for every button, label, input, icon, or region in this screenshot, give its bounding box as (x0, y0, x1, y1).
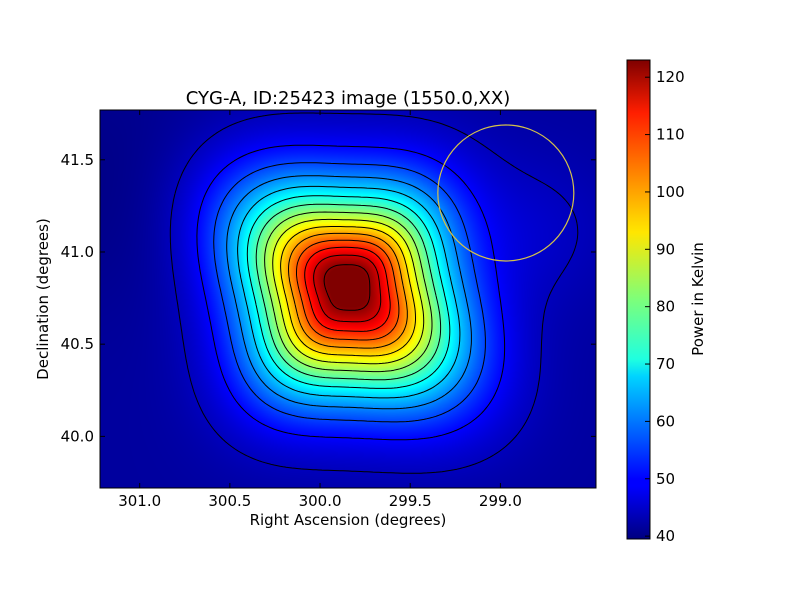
y-tick-label: 41.5 (61, 151, 94, 169)
colorbar-tick-label: 40 (656, 527, 675, 545)
x-axis: 301.0 300.5 300.0 299.5 299.0 (118, 110, 522, 510)
y-axis-label: Declination (degrees) (34, 218, 52, 380)
contour-line (323, 264, 371, 311)
contour-line (226, 175, 472, 410)
x-tick-label: 300.5 (208, 492, 251, 510)
contour-line (255, 203, 442, 381)
colorbar-tick-label: 70 (656, 355, 675, 373)
contour-line (237, 185, 461, 399)
plot-frame (99, 109, 597, 489)
beam-circle (437, 124, 575, 262)
colorbar-tick-label: 100 (656, 183, 685, 201)
contour-line (246, 195, 451, 389)
y-tick-label: 41.0 (61, 243, 94, 261)
contour-line (296, 239, 400, 341)
contour-line (288, 232, 408, 349)
colorbar-tick-label: 50 (656, 470, 675, 488)
colorbar-tick-label: 60 (656, 412, 675, 430)
contour-line (313, 254, 382, 323)
y-axis: 40.0 40.5 41.0 41.5 (61, 151, 596, 445)
heatmap-image (100, 110, 596, 488)
contour-lines (169, 112, 579, 474)
colorbar-tick-label: 110 (656, 126, 685, 144)
colorbar-axis: 40 50 60 70 80 90 100 110 120 (645, 68, 685, 545)
x-tick-label: 299.5 (389, 492, 432, 510)
x-tick-label: 301.0 (118, 492, 161, 510)
colorbar-tick-label: 120 (656, 68, 685, 86)
x-axis-label: Right Ascension (degrees) (250, 511, 447, 529)
plot-area (100, 110, 596, 488)
contour-line (196, 144, 506, 441)
colorbar-tick-label: 90 (656, 240, 675, 258)
y-tick-label: 40.5 (61, 335, 94, 353)
colorbar (626, 59, 651, 540)
chart-title: CYG-A, ID:25423 image (1550.0,XX) (186, 88, 510, 109)
x-tick-label: 299.0 (479, 492, 522, 510)
contour-line (272, 218, 425, 365)
y-tick-label: 40.0 (61, 427, 94, 445)
contour-line (264, 211, 433, 373)
contour-line (213, 162, 486, 423)
colorbar-label: Power in Kelvin (689, 242, 707, 356)
x-tick-label: 300.0 (299, 492, 342, 510)
contour-line (280, 226, 416, 357)
contour-line (169, 112, 579, 474)
contour-line (304, 246, 391, 332)
colorbar-tick-label: 80 (656, 298, 675, 316)
